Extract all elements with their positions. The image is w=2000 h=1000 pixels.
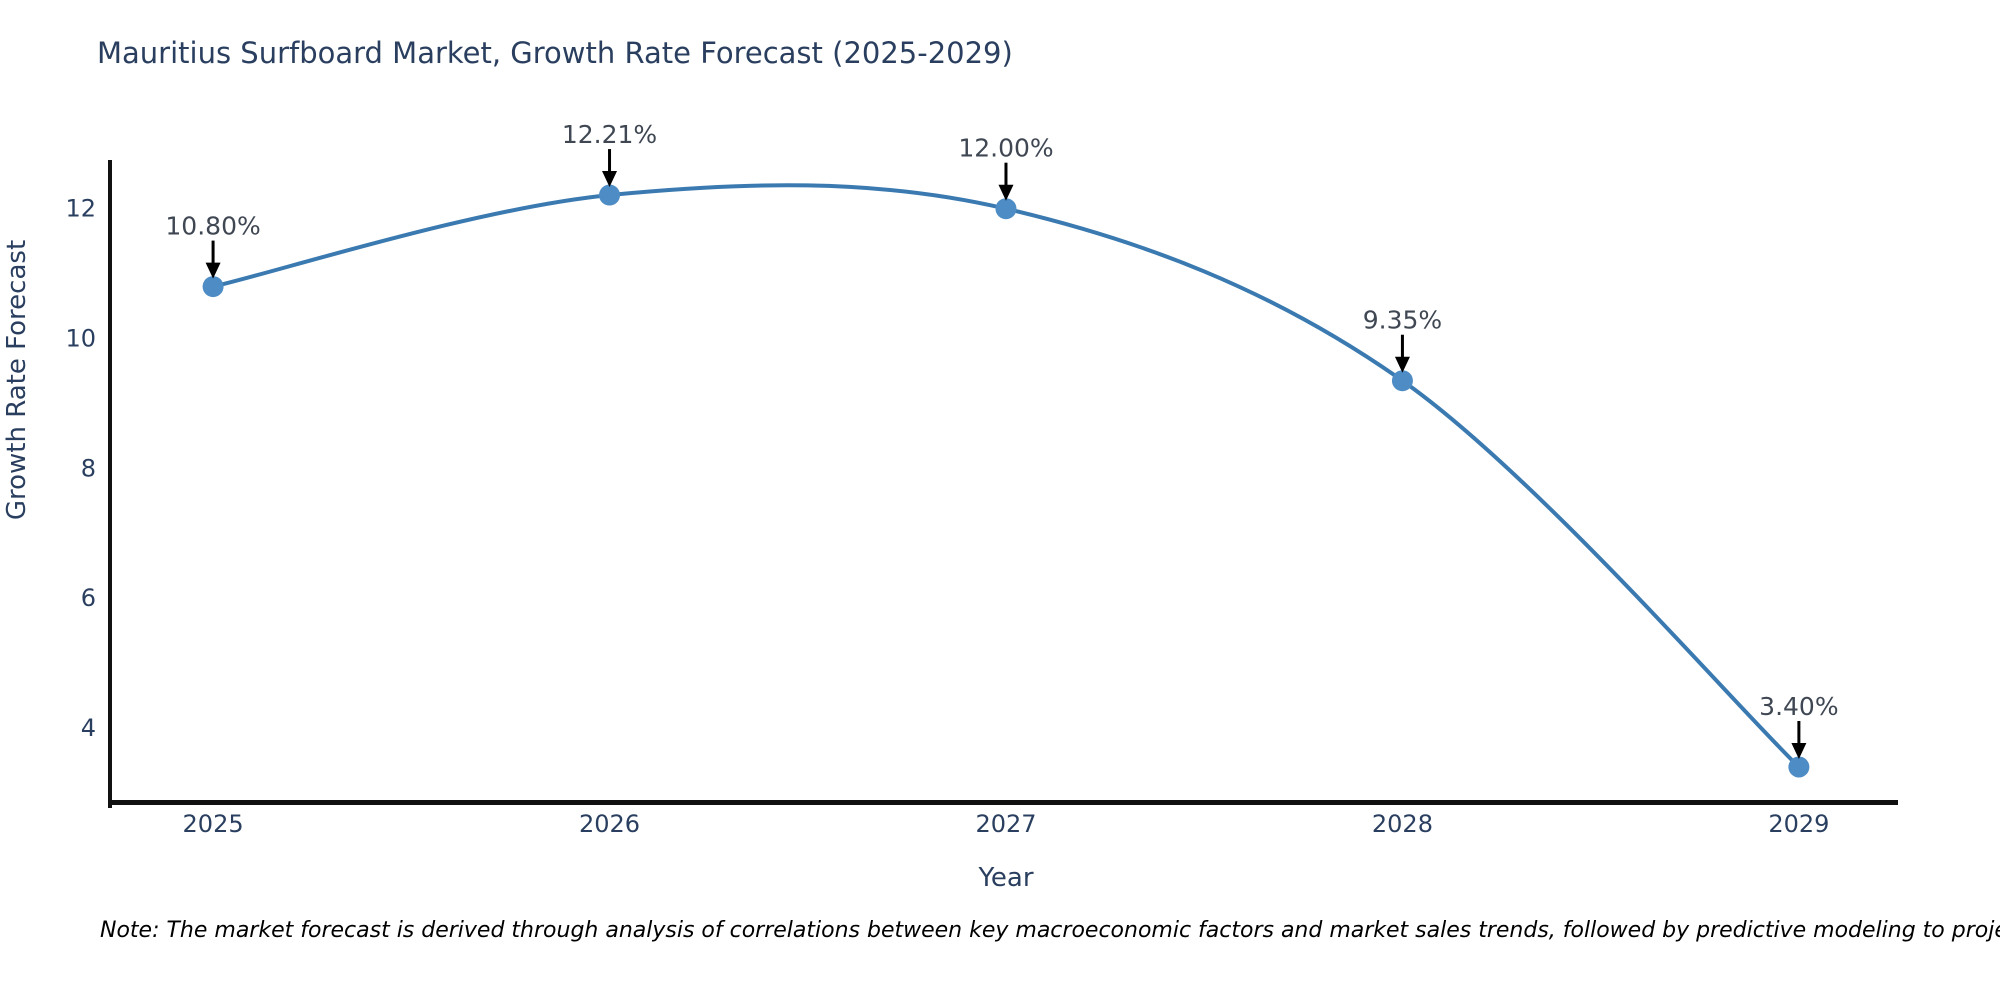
y-axis-title: Growth Rate Forecast [2,240,32,520]
growth-line [212,183,1801,769]
y-tick-label-4: 4 [81,714,96,742]
y-tick-label-12: 12 [65,195,96,223]
annotation-label: 9.35% [1363,306,1442,335]
x-axis-title: Year [977,863,1033,893]
annotation-arrowhead [998,184,1014,201]
annotation-label: 12.21% [562,120,657,149]
data-point-2027 [995,198,1017,220]
plot-dynamic-layer: 10.80% 12.21% 12.00% 9.35% 3.40% 4 6 8 10 12 2025 2… [65,120,1898,838]
data-point-2029 [1788,756,1810,778]
x-tick-label-2028: 2028 [1372,810,1433,838]
annotation-label: 3.40% [1759,692,1838,721]
annotation-arrowhead [205,262,221,279]
x-tick-label-2025: 2025 [183,810,244,838]
footnote: Note: The market forecast is derived thr… [100,918,2000,943]
x-tick-label-2029: 2029 [1768,810,1829,838]
x-tick-label-2026: 2026 [579,810,640,838]
annotation-arrowhead [1394,356,1410,373]
data-point-2025 [202,276,224,298]
y-tick-label-10: 10 [65,325,96,353]
chart-title: Mauritius Surfboard Market, Growth Rate … [97,36,1013,70]
y-tick-label-6: 6 [81,584,96,612]
y-axis-line [108,160,112,808]
data-point-2028 [1391,370,1413,392]
data-point-2026 [599,184,621,206]
annotation-label: 12.00% [958,134,1053,163]
annotation-label: 10.80% [165,212,260,241]
annotation-arrowhead [602,171,618,188]
annotation-arrowhead [1791,742,1807,759]
x-tick-label-2027: 2027 [975,810,1036,838]
x-axis-line [108,800,1898,805]
y-tick-label-8: 8 [81,454,96,482]
